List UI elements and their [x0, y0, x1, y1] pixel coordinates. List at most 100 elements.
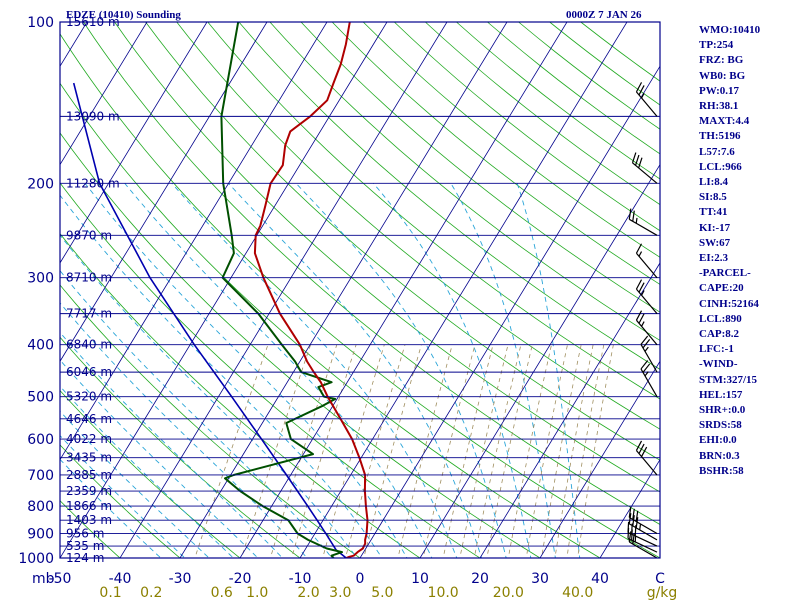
wind-barbs	[627, 82, 658, 559]
mixing-ratio-line	[422, 344, 476, 558]
mixing-ratio-line	[291, 344, 357, 558]
isotherm	[599, 458, 660, 558]
temperature-trace	[253, 22, 369, 558]
isotherm	[359, 65, 660, 558]
temperature-tick-label: -10	[289, 571, 312, 587]
index-item: MAXT:4.4	[699, 115, 750, 128]
mixing-ratio-line	[345, 344, 406, 558]
mixing-ratio-unit: g/kg	[647, 585, 678, 600]
dry-adiabat	[517, 22, 660, 130]
index-item: CAP:8.2	[699, 328, 740, 341]
index-item: WB0: BG	[699, 69, 746, 82]
index-item: LFC:-1	[699, 343, 734, 356]
height-label: 956 m	[66, 526, 104, 540]
mixing-ratio-line	[363, 344, 422, 558]
isotherm	[299, 22, 628, 558]
mixing-ratio-line	[322, 344, 385, 558]
dry-adiabat	[60, 33, 660, 558]
height-label: 4022 m	[66, 432, 112, 446]
index-item: TH:5196	[699, 130, 741, 143]
mixing-ratio-line	[541, 344, 582, 558]
height-label: 535 m	[66, 539, 104, 553]
height-label: 2359 m	[66, 484, 112, 498]
height-label: 5320 m	[66, 390, 112, 404]
dry-adiabat	[549, 22, 660, 106]
dry-adiabat	[362, 22, 660, 258]
pressure-label: 1000	[18, 551, 54, 567]
wind-barb	[635, 243, 658, 279]
height-label: 2885 m	[66, 468, 112, 482]
moist-adiabat	[124, 183, 433, 558]
isotherm	[60, 22, 208, 264]
temperature-tick-label: 0	[356, 571, 365, 587]
chart-title: EDZE (10410) Sounding	[66, 9, 181, 21]
index-item: SW:67	[699, 236, 731, 249]
dry-adiabat	[269, 22, 660, 341]
index-item: STM:327/15	[699, 373, 758, 386]
pressure-label: 200	[27, 176, 54, 192]
dry-adiabat	[238, 22, 660, 370]
moist-adiabat	[450, 183, 556, 558]
dry-adiabat	[60, 132, 541, 558]
isotherm	[60, 22, 148, 166]
pressure-label: 800	[27, 499, 54, 515]
wind-barb	[628, 208, 658, 236]
temperature-tick-label: 10	[411, 571, 429, 587]
dry-adiabat	[60, 389, 241, 558]
dry-adiabat	[424, 22, 660, 206]
moist-adiabat	[295, 183, 507, 558]
pressure-label: 500	[27, 390, 54, 406]
isotherm	[239, 22, 568, 558]
pressure-label: 300	[27, 271, 54, 287]
dry-adiabat	[60, 284, 361, 558]
moist-adiabat	[84, 183, 408, 558]
temperature-tick-label: C	[655, 571, 665, 587]
wind-barb	[640, 360, 658, 397]
height-label: 4646 m	[66, 412, 112, 426]
mixing-ratio-line	[525, 344, 568, 558]
parcel-trace	[72, 82, 347, 558]
height-label: 7717 m	[66, 307, 112, 321]
mixing-ratio-line	[507, 344, 552, 558]
mixing-ratio-line	[397, 344, 453, 558]
mixing-ratio-line	[473, 344, 522, 558]
moist-adiabat	[60, 359, 259, 558]
dry-adiabat	[207, 22, 660, 400]
temperature-tick-label: -40	[109, 571, 132, 587]
moist-adiabat	[60, 458, 162, 558]
dry-adiabat	[60, 233, 421, 558]
pressure-label: 700	[27, 468, 54, 484]
moist-adiabat	[60, 269, 333, 558]
pressure-label: 100	[27, 15, 54, 31]
mixing-ratio-line	[486, 344, 533, 558]
wind-barb	[635, 310, 658, 346]
index-item: KI:-17	[699, 221, 731, 234]
mixing-ratio-tick-label: 5.0	[371, 585, 393, 600]
temperature-tick-label: -20	[229, 571, 252, 587]
mixing-ratio-tick-label: 0.2	[140, 585, 162, 600]
height-label: 6046 m	[66, 365, 112, 379]
dry-adiabat	[331, 22, 660, 285]
temperature-tick-label: 20	[471, 571, 489, 587]
dry-adiabat	[114, 22, 660, 493]
moist-adiabat	[60, 302, 308, 558]
mixing-ratio-line	[577, 344, 614, 558]
mixing-ratio-line	[566, 344, 605, 558]
wind-barb	[635, 279, 658, 315]
index-item: CAPE:20	[699, 282, 744, 295]
index-item: CINH:52164	[699, 297, 759, 310]
index-item: FRZ: BG	[699, 54, 744, 67]
mixing-ratio-tick-label: 20.0	[493, 585, 524, 600]
dry-adiabat	[455, 22, 660, 180]
plot-frame	[59, 21, 661, 559]
index-item: RH:38.1	[699, 100, 739, 113]
index-item: EHI:0.0	[699, 434, 737, 447]
moist-adiabat	[373, 183, 532, 558]
moist-adiabat	[60, 434, 186, 558]
wind-barb	[631, 152, 658, 184]
mixing-ratio-tick-label: 3.0	[329, 585, 351, 600]
mixing-ratio-tick-label: 2.0	[297, 585, 319, 600]
indices-list: WMO:10410 TP:254 FRZ: BG WB0: BG PW:0.17 RH:3…	[699, 23, 760, 479]
height-label: 1403 m	[66, 513, 112, 527]
index-item: SHR+:0.0	[699, 404, 746, 417]
